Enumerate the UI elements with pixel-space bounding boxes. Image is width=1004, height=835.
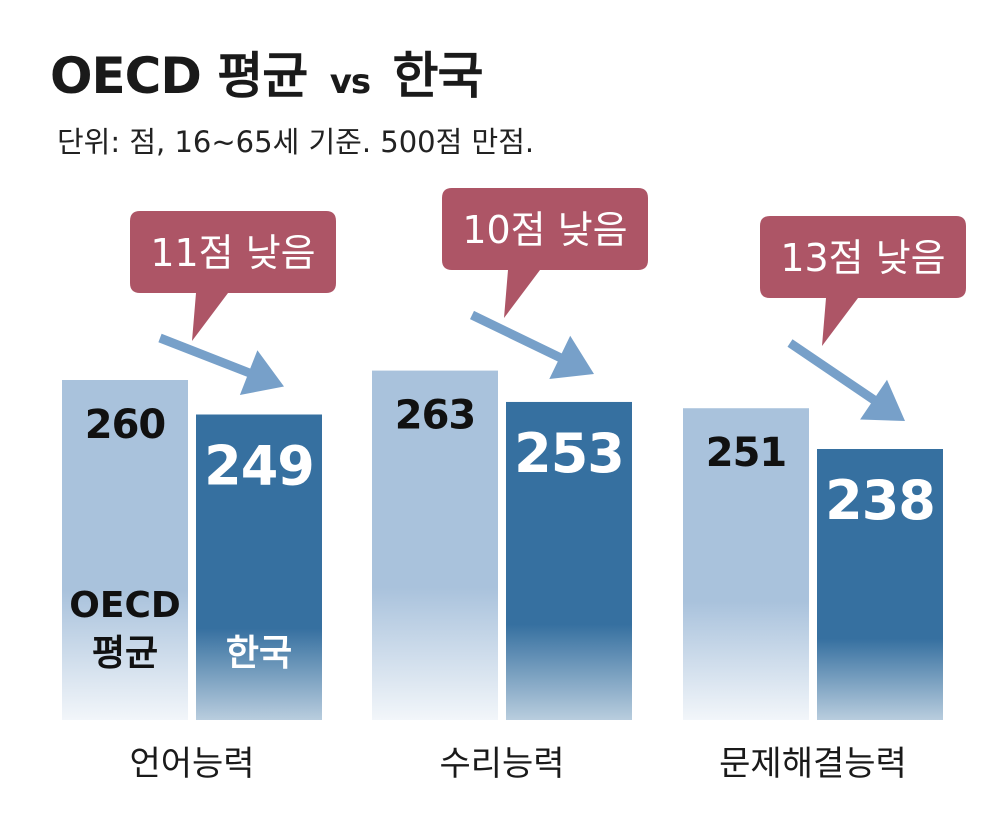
value-label-oecd-2: 251 (706, 430, 787, 476)
arrow-icon-1 (470, 310, 594, 379)
callout-bubble-2 (760, 216, 966, 346)
value-label-oecd-1: 263 (395, 393, 476, 439)
value-label-oecd-0: 260 (85, 402, 166, 448)
chart-title: OECD 평균 vs 한국 (50, 36, 484, 108)
value-label-korea-1: 253 (514, 422, 624, 485)
arrow-icon-0 (158, 333, 284, 395)
series-label-oecd-line-1: 평균 (92, 633, 158, 674)
category-label-2: 문제해결능력 (719, 744, 907, 784)
title-vs: vs (329, 62, 371, 102)
callout-bubble-0 (130, 211, 336, 341)
callout-label-0: 11점 낮음 (150, 231, 315, 275)
title-oecd: OECD 평균 (50, 47, 308, 105)
title-korea: 한국 (392, 47, 484, 105)
value-label-korea-0: 249 (204, 435, 314, 498)
bar-oecd-1 (372, 370, 498, 720)
series-label-korea-line-0: 한국 (226, 633, 292, 674)
callout-bubble-1 (442, 188, 648, 318)
bar-oecd-2 (683, 408, 809, 720)
category-label-0: 언어능력 (129, 744, 254, 784)
bar-korea-2 (817, 449, 943, 720)
bar-korea-0 (196, 414, 322, 720)
callout-label-1: 10점 낮음 (462, 208, 627, 252)
chart-subtitle: 단위: 점, 16~65세 기준. 500점 만점. (57, 125, 535, 159)
category-label-1: 수리능력 (439, 744, 564, 784)
arrow-icon-2 (787, 339, 905, 421)
callout-label-2: 13점 낮음 (780, 236, 945, 280)
value-label-korea-2: 238 (825, 469, 935, 532)
bar-oecd-0 (62, 380, 188, 720)
bar-korea-1 (506, 401, 632, 720)
series-label-oecd-line-0: OECD (69, 585, 181, 626)
